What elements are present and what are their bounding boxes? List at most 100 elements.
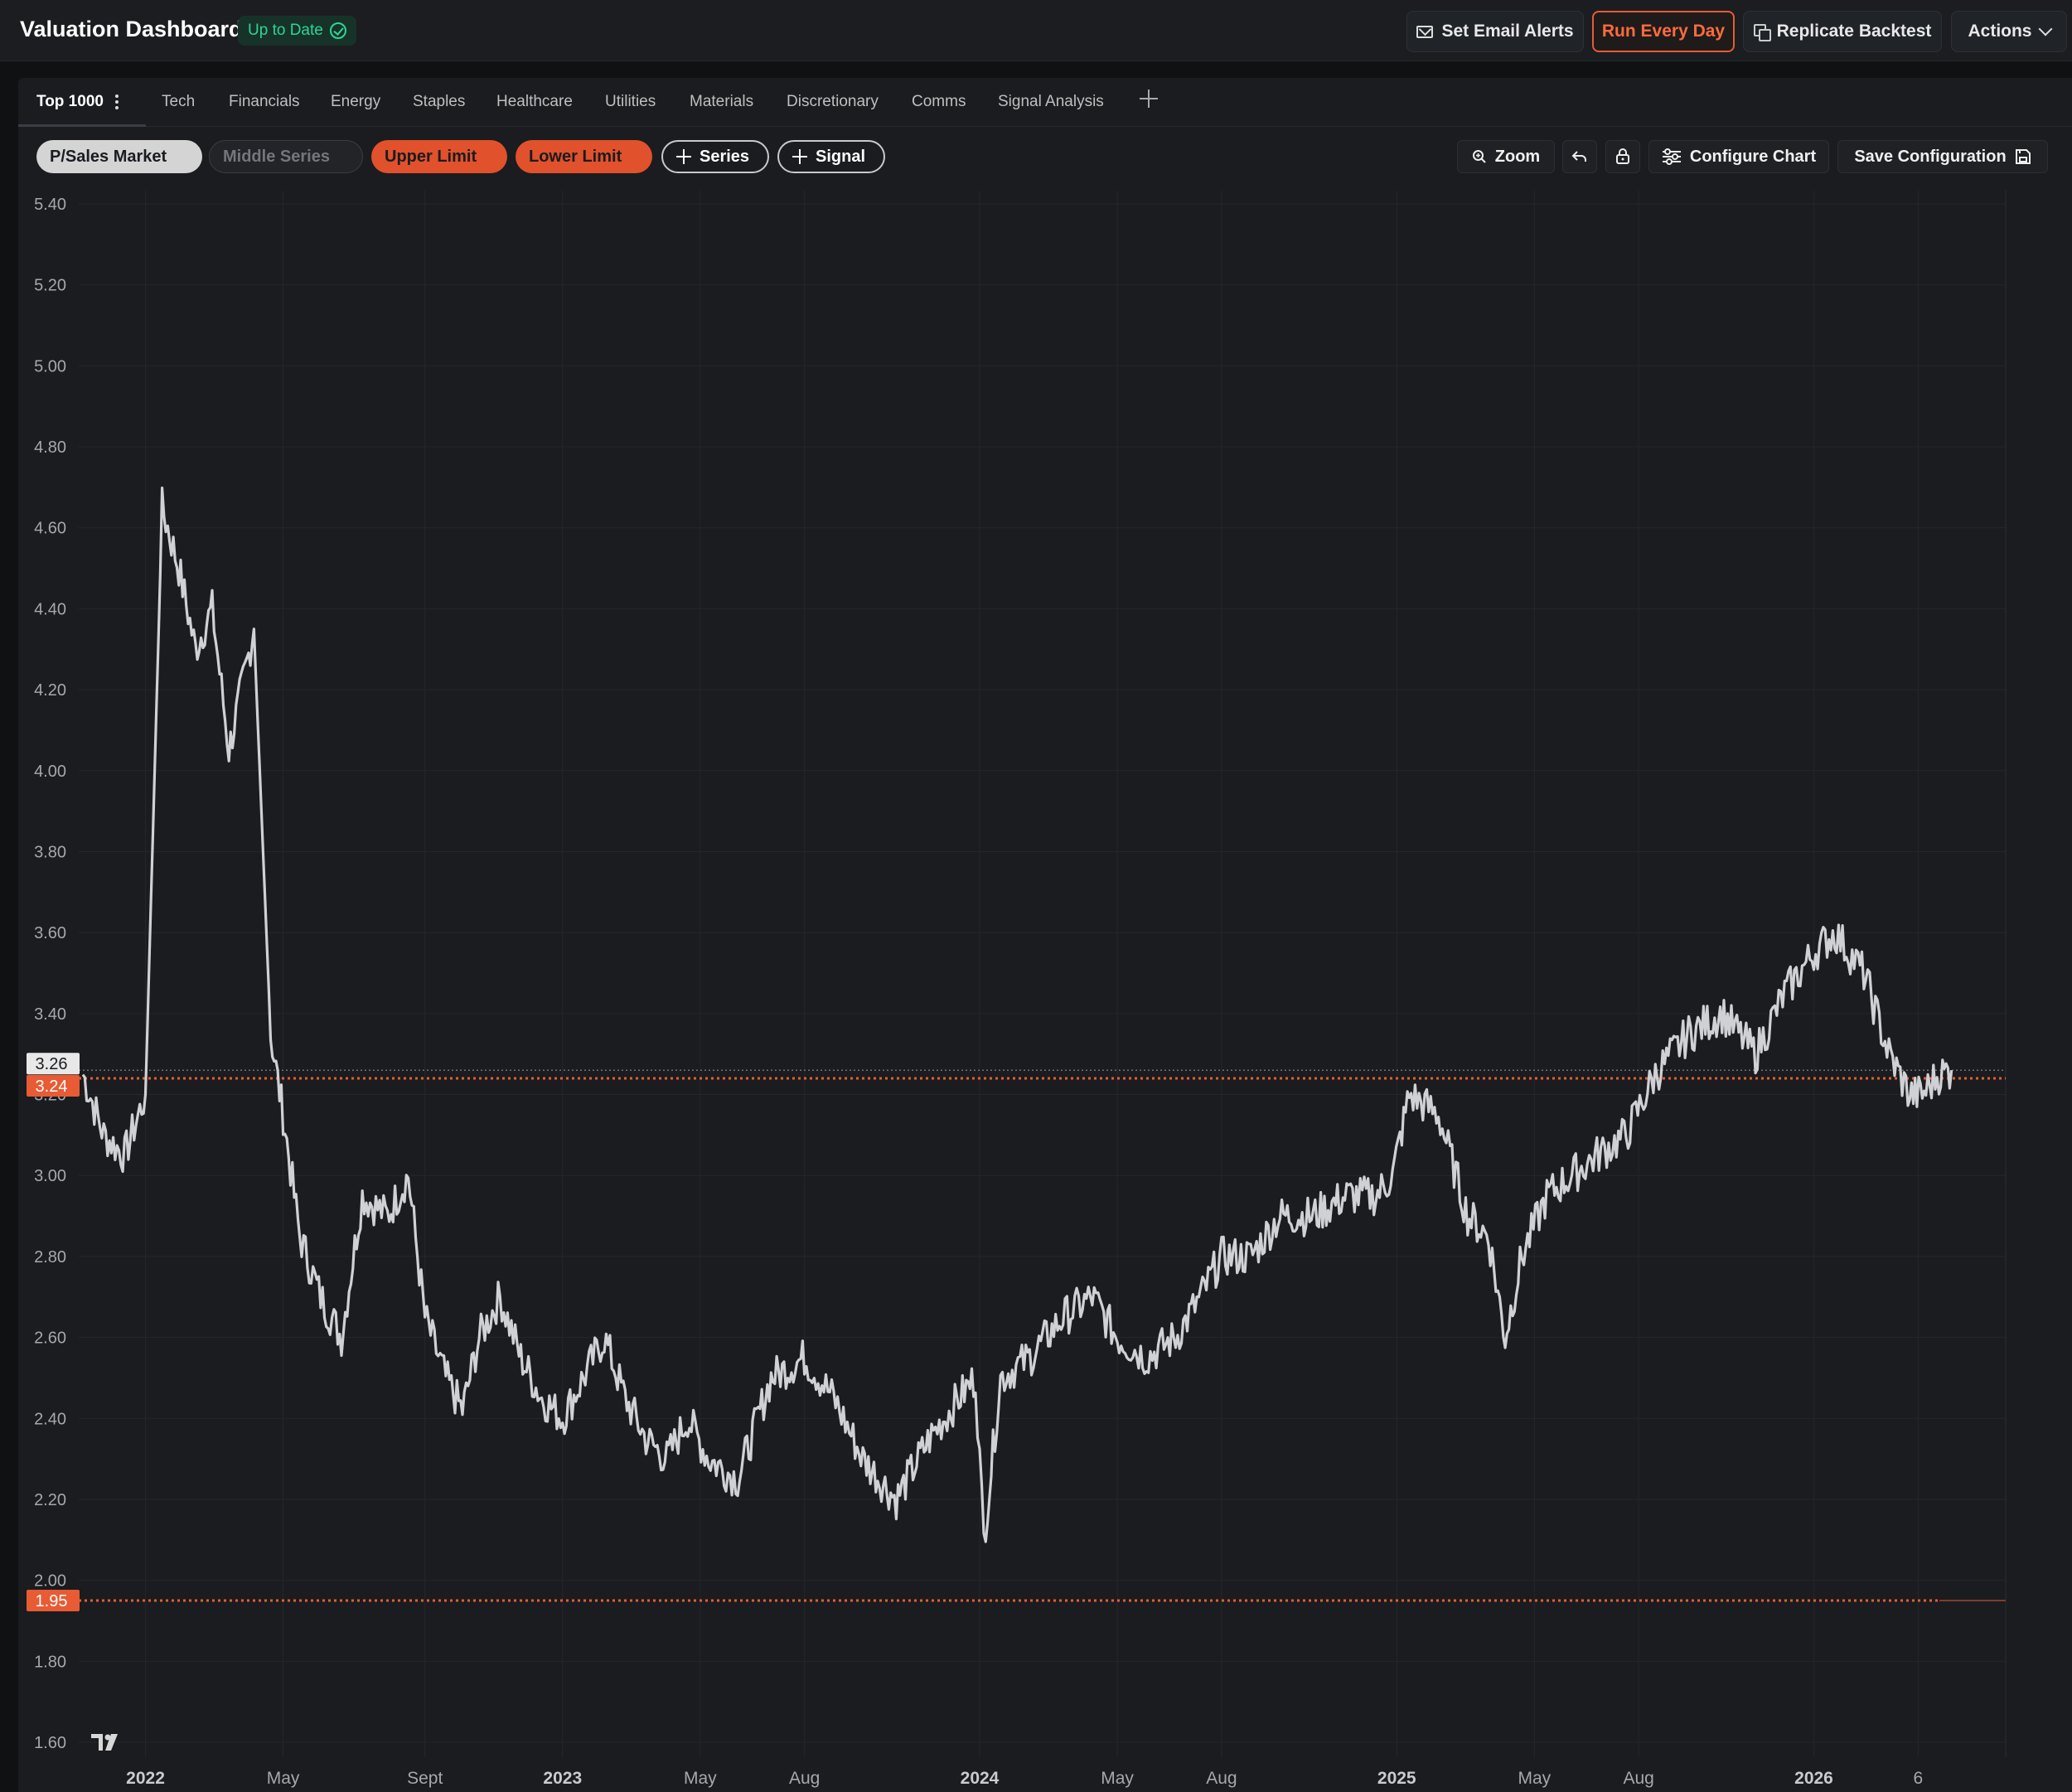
lower-limit-badge: 1.95: [36, 1592, 68, 1610]
save-configuration-button[interactable]: Save Configuration: [1837, 140, 2048, 173]
x-tick-label: May: [267, 1769, 300, 1788]
y-tick-label: 3.00: [34, 1167, 66, 1185]
y-tick-label: 4.80: [34, 438, 66, 457]
tab-materials[interactable]: Materials: [690, 93, 754, 110]
y-tick-label: 2.80: [34, 1248, 66, 1267]
ps-market-series-line: [81, 487, 1953, 1543]
status-badge: Up to Date: [238, 16, 356, 46]
check-circle-icon: [329, 22, 346, 39]
x-tick-label: 2022: [126, 1769, 165, 1788]
mail-icon: [1416, 25, 1434, 38]
run-every-day-label: Run Every Day: [1601, 22, 1726, 41]
set-email-alerts-button[interactable]: Set Email Alerts: [1406, 11, 1584, 52]
sliders-icon: [1662, 148, 1681, 165]
y-tick-label: 1.60: [34, 1734, 66, 1752]
x-tick-label: Sept: [407, 1769, 443, 1788]
lock-button[interactable]: [1605, 140, 1640, 173]
add-signal-label: Signal: [816, 147, 866, 166]
upper-limit-badge-bg: [27, 1074, 80, 1097]
top-bar: Valuation Dashboard Up to Date Set Email…: [0, 0, 2072, 61]
zoom-icon: [1472, 150, 1486, 163]
y-tick-label: 2.40: [34, 1410, 66, 1428]
chart-grid: [18, 191, 2072, 1792]
zoom-button[interactable]: Zoom: [1457, 140, 1555, 173]
replicate-backtest-label: Replicate Backtest: [1776, 22, 1932, 41]
x-tick-label: May: [1518, 1769, 1551, 1788]
save-icon: [2015, 149, 2031, 164]
configure-chart-button[interactable]: Configure Chart: [1648, 140, 1829, 173]
add-signal-button[interactable]: Signal: [777, 140, 885, 173]
undo-button[interactable]: [1562, 140, 1597, 173]
tab-tech[interactable]: Tech: [162, 93, 196, 110]
y-tick-label: 4.20: [34, 681, 66, 700]
replicate-backtest-button[interactable]: Replicate Backtest: [1743, 11, 1942, 52]
tab-bar: Top 1000 Tech Financials Energy Staples …: [18, 78, 2072, 127]
actions-label: Actions: [1968, 22, 2032, 41]
y-tick-label: 2.20: [34, 1491, 66, 1509]
tradingview-logo: [91, 1734, 118, 1751]
x-tick-label: 2025: [1377, 1769, 1416, 1788]
y-tick-label: 4.60: [34, 520, 66, 538]
status-text: Up to Date: [248, 22, 323, 39]
y-tick-label: 1.80: [34, 1653, 66, 1671]
add-tab-icon[interactable]: [1140, 90, 1158, 108]
kebab-menu-icon[interactable]: [114, 94, 119, 109]
y-tick-label: 2.60: [34, 1329, 66, 1348]
y-tick-label: 3.40: [34, 1005, 66, 1024]
plus-icon: [792, 149, 807, 164]
value-badges: 3.26 3.24 1.95: [27, 1053, 80, 1612]
tab-financials[interactable]: Financials: [229, 93, 300, 110]
tab-top-1000[interactable]: Top 1000: [36, 78, 119, 126]
y-tick-label: 5.00: [34, 357, 66, 375]
y-tick-label: 5.40: [34, 196, 66, 214]
y-tick-label: 4.00: [34, 763, 66, 781]
actions-menu-button[interactable]: Actions: [1951, 11, 2067, 52]
x-tick-label: May: [1101, 1769, 1134, 1788]
tab-signal-analysis[interactable]: Signal Analysis: [998, 93, 1104, 110]
lower-limit-badge-bg: [27, 1590, 80, 1612]
x-tick-label: Aug: [789, 1769, 820, 1788]
y-tick-label: 3.60: [34, 924, 66, 942]
series-pill-lower-limit[interactable]: Lower Limit: [516, 140, 652, 173]
active-tab-indicator: [18, 124, 146, 127]
upper-limit-badge: 3.24: [36, 1078, 68, 1096]
add-series-label: Series: [700, 147, 750, 166]
y-tick-label: 5.20: [34, 277, 66, 295]
tab-staples[interactable]: Staples: [413, 93, 466, 110]
tab-discretionary[interactable]: Discretionary: [787, 93, 879, 110]
limit-lines: [79, 1069, 2006, 1602]
x-tick-label: May: [684, 1769, 717, 1788]
tab-healthcare[interactable]: Healthcare: [496, 93, 573, 110]
x-tick-label: 2026: [1794, 1769, 1833, 1788]
tab-comms[interactable]: Comms: [912, 93, 966, 110]
tab-energy[interactable]: Energy: [331, 93, 381, 110]
save-configuration-label: Save Configuration: [1854, 147, 2007, 166]
x-tick-label: Aug: [1206, 1769, 1237, 1788]
run-every-day-button[interactable]: Run Every Day: [1592, 11, 1735, 52]
current-value-badge-bg: [27, 1053, 80, 1075]
set-email-alerts-label: Set Email Alerts: [1441, 22, 1574, 41]
lock-icon: [1616, 148, 1629, 164]
series-pill-ps-market[interactable]: P/Sales Market: [36, 140, 202, 173]
add-series-button[interactable]: Series: [661, 140, 769, 173]
y-tick-label: 4.40: [34, 600, 66, 618]
plot-background: [18, 191, 2072, 1792]
x-axis-labels: 2022 May Sept 2023 May Aug 2024 May Aug 2025 May Au…: [126, 1769, 1923, 1788]
copy-icon: [1753, 24, 1771, 41]
y-tick-label: 2.00: [34, 1572, 66, 1591]
x-tick-label: Aug: [1623, 1769, 1653, 1788]
tab-utilities[interactable]: Utilities: [605, 93, 656, 110]
y-axis-labels: 5.40 5.20 5.00 4.80 4.60 4.40 4.20 4.00 3.80 3.60…: [34, 196, 66, 1752]
app-title: Valuation Dashboard: [20, 17, 243, 41]
current-value-badge: 3.26: [36, 1055, 68, 1073]
configure-chart-label: Configure Chart: [1689, 147, 1817, 166]
zoom-label: Zoom: [1494, 147, 1541, 166]
tab-label: Top 1000: [36, 93, 104, 110]
x-tick-label: 2024: [961, 1769, 1000, 1788]
series-pill-upper-limit[interactable]: Upper Limit: [371, 140, 507, 173]
series-pill-middle-series[interactable]: Middle Series: [209, 140, 363, 173]
x-tick-label: 6: [1913, 1769, 1923, 1788]
x-tick-label: 2023: [543, 1769, 582, 1788]
plus-icon: [676, 149, 691, 164]
